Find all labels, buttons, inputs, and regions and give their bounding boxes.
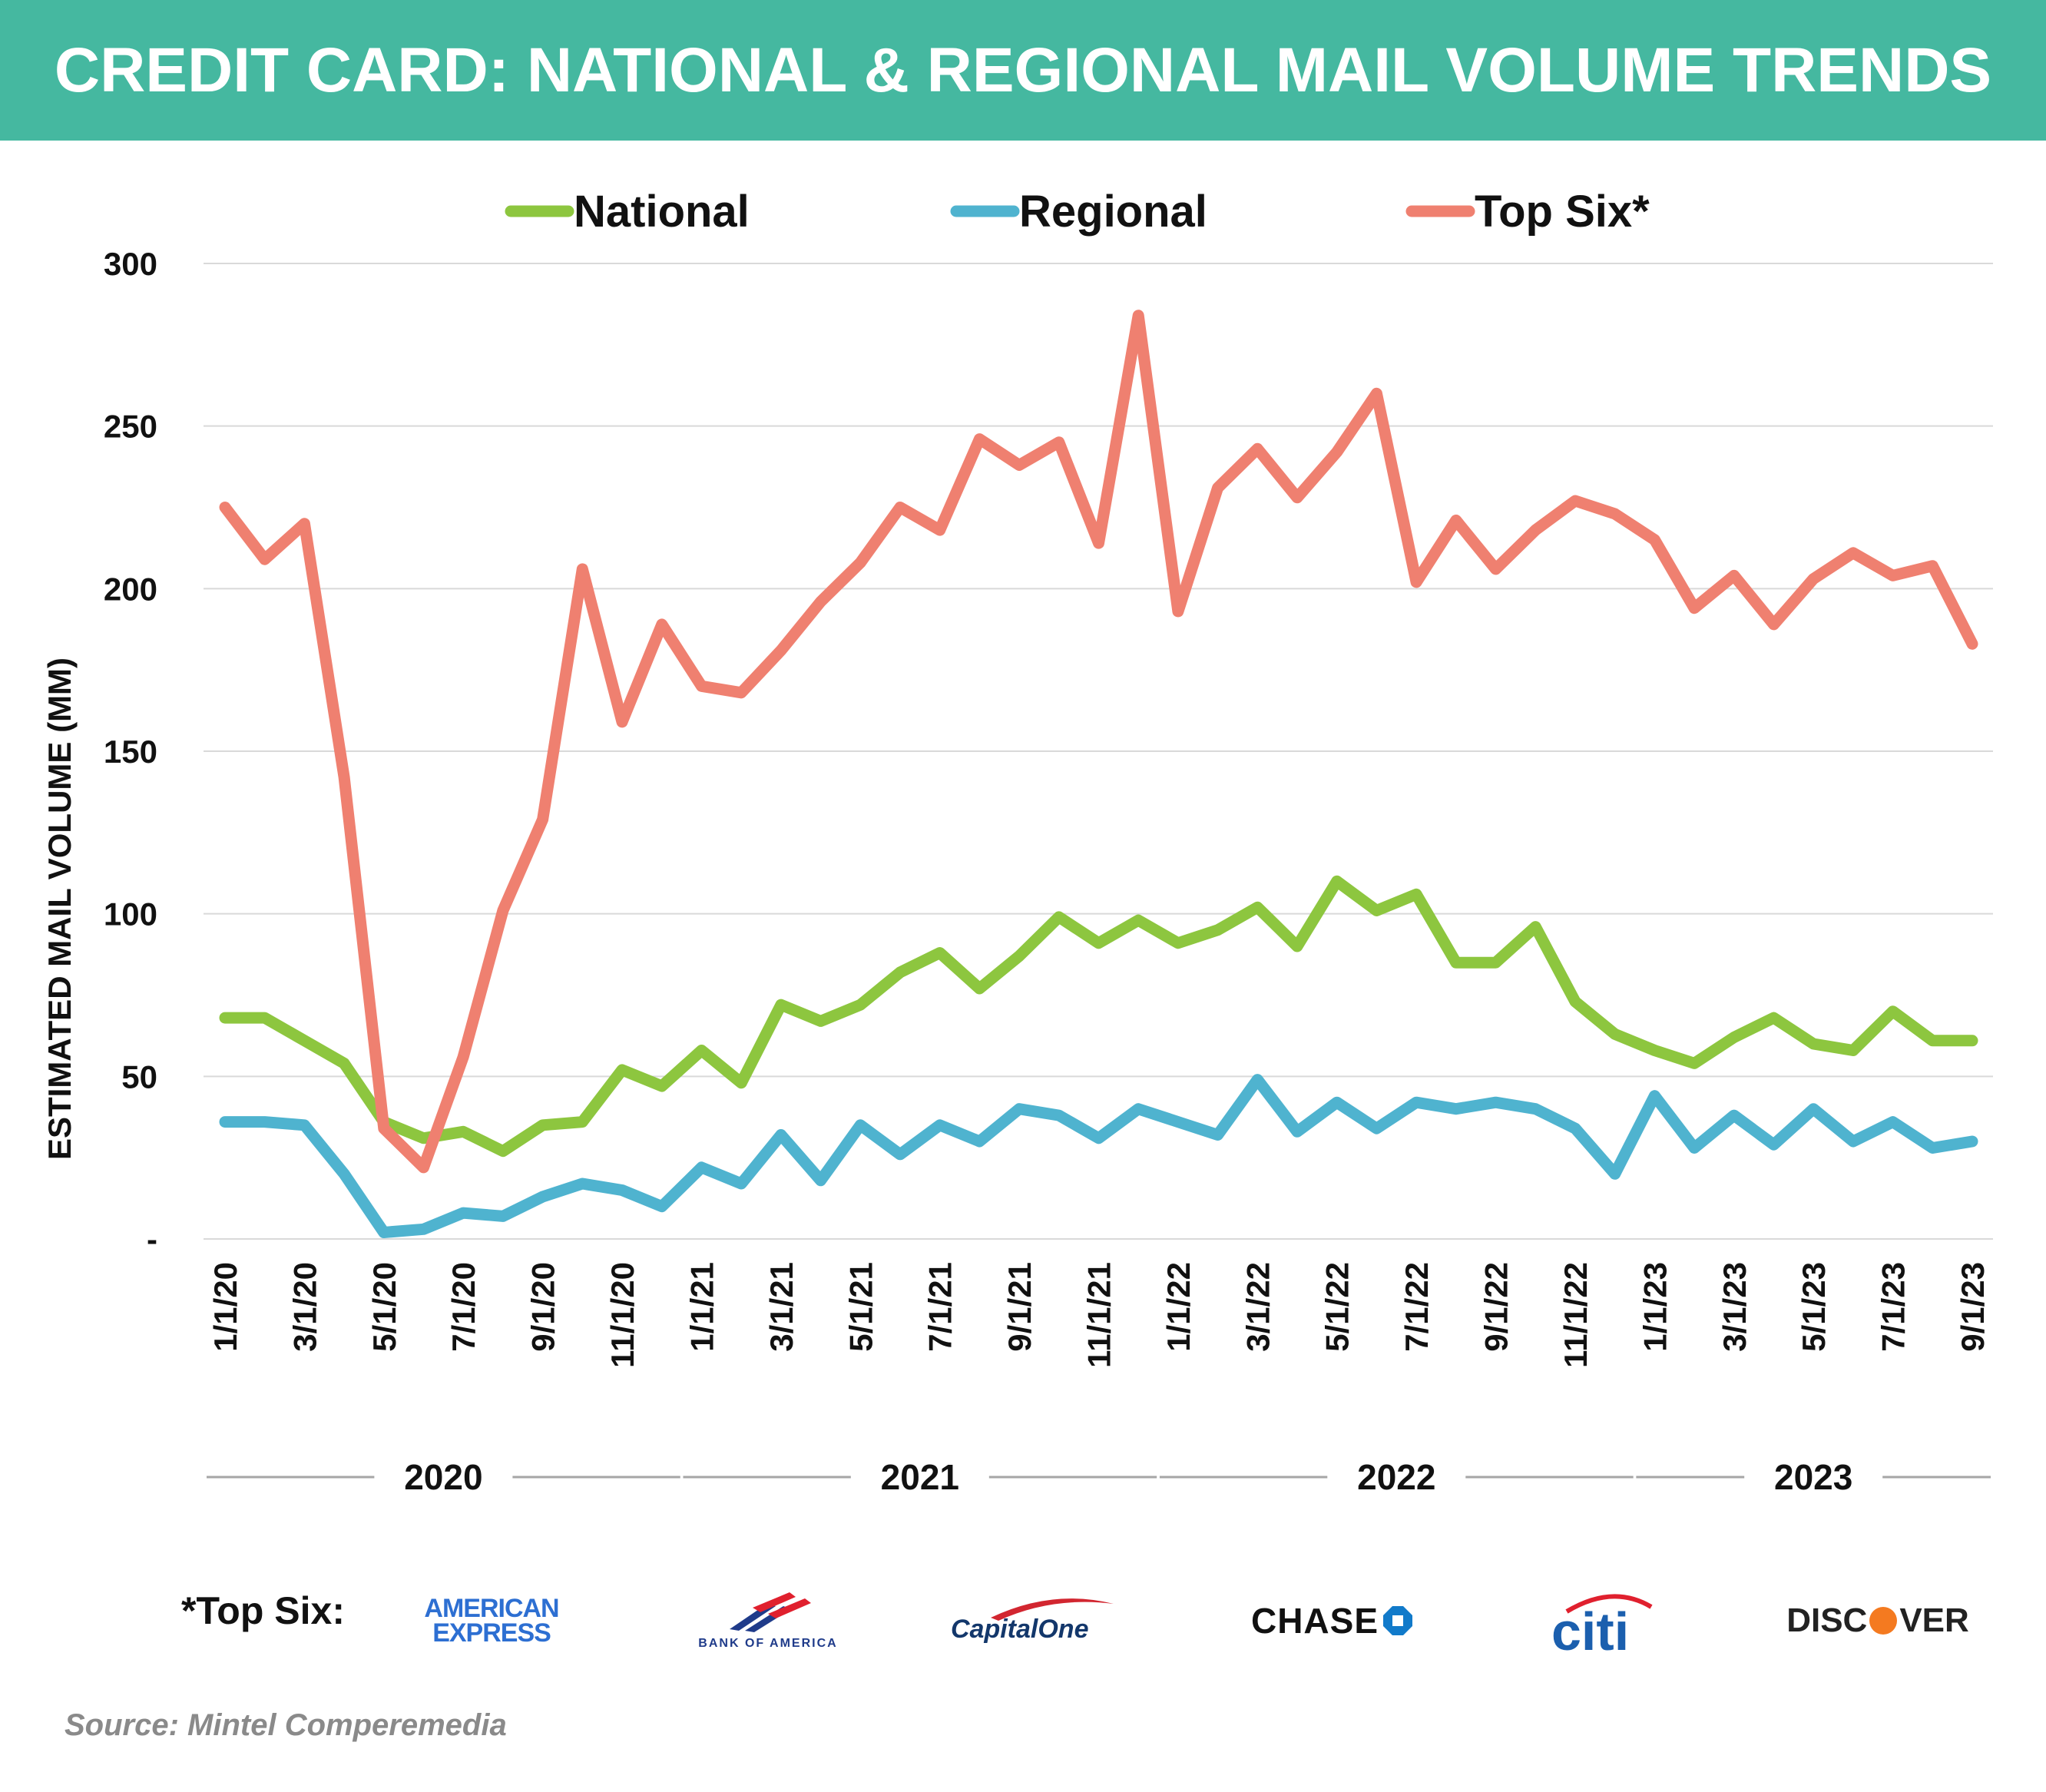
x-tick-label: 11/1/21: [1081, 1262, 1117, 1368]
gridlines: [204, 263, 1993, 1240]
x-tick-label: 5/1/21: [843, 1262, 879, 1352]
line-chart: National Regional Top Six* - 50 100 150 200 250…: [41, 187, 1993, 1497]
bank-of-america-flag-icon: [730, 1592, 811, 1632]
citi-logo: citi: [1536, 1567, 1667, 1674]
x-tick-label: 7/1/23: [1876, 1262, 1912, 1352]
page-title: CREDIT CARD: NATIONAL & REGIONAL MAIL VO…: [54, 35, 1992, 105]
discover-text-2: VER: [1899, 1602, 1969, 1639]
bank-of-america-text: BANK OF AMERICA: [698, 1637, 838, 1650]
x-tick-label: 9/1/20: [525, 1262, 561, 1352]
y-axis-label: ESTIMATED MAIL VOLUME (MM): [41, 658, 78, 1160]
x-axis-ticks: 1/1/20 3/1/20 5/1/20 7/1/20 9/1/20 11/1/20 1/1…: [207, 1262, 1991, 1368]
x-tick-label: 5/1/22: [1319, 1262, 1356, 1352]
discover-orange-circle-icon: [1869, 1607, 1898, 1635]
x-tick-label: 7/1/21: [922, 1262, 958, 1352]
legend-label: Regional: [1019, 187, 1207, 237]
top-six-logos: *Top Six: AMERICAN EXPRESS BANK OF AMERI…: [0, 1567, 2046, 1674]
x-tick-label: 3/1/20: [286, 1262, 323, 1352]
x-tick-label: 11/1/22: [1558, 1262, 1594, 1368]
citi-arc-icon: citi: [1551, 1594, 1653, 1659]
citi-text: citi: [1551, 1602, 1629, 1659]
x-tick-label: 11/1/20: [604, 1262, 641, 1368]
source-note: Source: Mintel Comperemedia: [65, 1708, 507, 1742]
chase-octagon-icon: [1383, 1606, 1413, 1635]
x-tick-label: 7/1/22: [1399, 1262, 1435, 1352]
american-express-logo: AMERICAN EXPRESS: [399, 1567, 584, 1674]
year-label: 2023: [1774, 1457, 1852, 1497]
x-tick-label: 3/1/22: [1240, 1262, 1276, 1352]
year-label: 2021: [881, 1457, 959, 1497]
capital-one-swoosh-icon: CapitalOne: [951, 1598, 1114, 1644]
x-tick-label: 5/1/23: [1796, 1262, 1832, 1352]
x-tick-label: 1/1/22: [1160, 1262, 1197, 1352]
discover-text-1: DISC: [1786, 1602, 1868, 1639]
chase-text: CHASE: [1250, 1601, 1379, 1641]
x-tick-label: 9/1/21: [1001, 1262, 1038, 1352]
series-line-top-six: [219, 310, 1978, 1174]
x-tick-label: 1/1/20: [207, 1262, 243, 1352]
discover-logo: DISC VER: [1766, 1567, 1989, 1674]
year-label: 2022: [1357, 1457, 1435, 1497]
y-tick-label: 100: [104, 896, 157, 932]
x-tick-label: 3/1/21: [763, 1262, 800, 1352]
x-tick-label: 3/1/23: [1717, 1262, 1753, 1352]
y-tick-label: 150: [104, 734, 157, 770]
x-tick-label: 1/1/23: [1637, 1262, 1673, 1352]
series-line-national: [219, 875, 1978, 1158]
x-tick-label: 9/1/22: [1478, 1262, 1515, 1352]
x-tick-label: 1/1/21: [684, 1262, 720, 1352]
series-line-regional: [219, 1074, 1978, 1238]
y-tick-label: 200: [104, 571, 157, 607]
capital-one-text: CapitalOne: [951, 1615, 1088, 1644]
chase-logo: CHASE: [1233, 1567, 1432, 1674]
amex-line-1: AMERICAN: [424, 1594, 559, 1623]
bank-of-america-logo: BANK OF AMERICA: [691, 1567, 845, 1674]
x-tick-label: 9/1/23: [1955, 1262, 1991, 1352]
y-axis-ticks: - 50 100 150 200 250 300: [104, 246, 157, 1257]
y-tick-label: 250: [104, 409, 157, 445]
y-tick-label: 300: [104, 246, 157, 282]
x-tick-label: 7/1/20: [445, 1262, 482, 1352]
y-tick-label: 50: [121, 1058, 157, 1095]
year-label: 2020: [404, 1457, 482, 1497]
legend-label: National: [574, 187, 750, 237]
capital-one-logo: CapitalOne: [937, 1567, 1137, 1674]
title-banner: CREDIT CARD: NATIONAL & REGIONAL MAIL VO…: [0, 0, 2046, 141]
y-tick-label: -: [147, 1221, 157, 1257]
x-tick-label: 5/1/20: [366, 1262, 402, 1352]
legend-label: Top Six*: [1475, 187, 1650, 237]
year-groups: 2020 2021 2022 2023: [207, 1457, 1991, 1497]
top-six-label: *Top Six:: [181, 1589, 345, 1632]
series-lines: [219, 310, 1978, 1238]
amex-line-2: EXPRESS: [432, 1618, 551, 1648]
legend: National Regional Top Six*: [505, 187, 1650, 237]
